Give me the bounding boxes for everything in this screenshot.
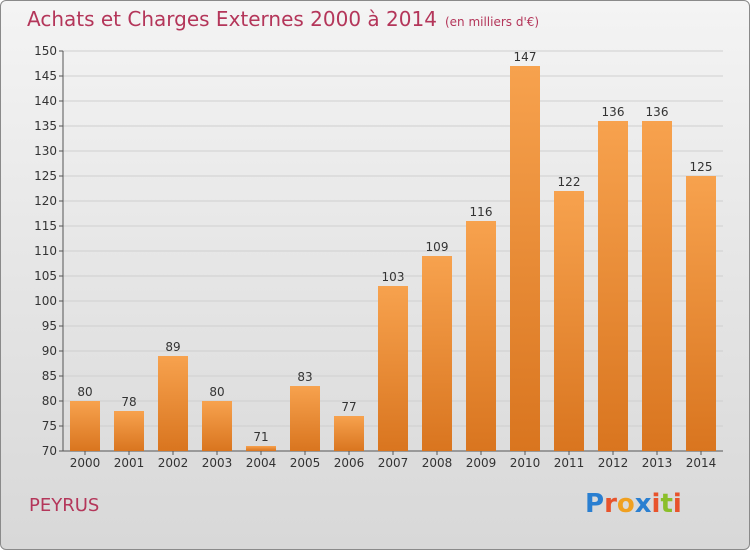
data-label: 136 [602, 105, 625, 119]
data-label: 80 [209, 385, 224, 399]
x-tick-label: 2013 [642, 456, 673, 470]
y-tick-label: 120 [34, 194, 57, 208]
data-label: 103 [382, 270, 405, 284]
x-tick-label: 2006 [334, 456, 365, 470]
y-tick-label: 135 [34, 119, 57, 133]
x-tick-label: 2000 [70, 456, 101, 470]
logo-letter: r [604, 489, 617, 519]
x-tick-label: 2004 [246, 456, 277, 470]
bar [246, 446, 276, 451]
x-tick-label: 2005 [290, 456, 321, 470]
logo-letter: i [651, 489, 661, 519]
bar [422, 256, 452, 451]
logo-letter: o [616, 489, 635, 519]
chart-title: Achats et Charges Externes 2000 à 2014 (e… [27, 7, 539, 31]
logo-letter: t [660, 489, 673, 519]
data-label: 89 [165, 340, 180, 354]
x-tick-label: 2001 [114, 456, 145, 470]
y-tick-label: 100 [34, 294, 57, 308]
proxiti-logo: Proxiti [585, 489, 682, 519]
bar [378, 286, 408, 451]
data-label: 71 [253, 430, 268, 444]
bar [466, 221, 496, 451]
y-tick-label: 115 [34, 219, 57, 233]
data-label: 109 [426, 240, 449, 254]
bar [202, 401, 232, 451]
data-label: 136 [646, 105, 669, 119]
data-label: 125 [690, 160, 713, 174]
x-tick-label: 2009 [466, 456, 497, 470]
bar [114, 411, 144, 451]
x-tick-label: 2002 [158, 456, 189, 470]
data-label: 83 [297, 370, 312, 384]
logo-letter: x [634, 489, 652, 519]
y-tick-label: 145 [34, 69, 57, 83]
y-tick-label: 150 [34, 44, 57, 58]
y-tick-label: 90 [42, 344, 57, 358]
y-tick-label: 140 [34, 94, 57, 108]
data-label: 77 [341, 400, 356, 414]
logo-letter: P [585, 489, 605, 519]
y-tick-label: 105 [34, 269, 57, 283]
x-tick-label: 2008 [422, 456, 453, 470]
y-tick-label: 110 [34, 244, 57, 258]
y-tick-label: 95 [42, 319, 57, 333]
data-label: 147 [514, 50, 537, 64]
x-tick-label: 2003 [202, 456, 233, 470]
x-tick-label: 2014 [686, 456, 717, 470]
bar [290, 386, 320, 451]
x-tick-label: 2011 [554, 456, 585, 470]
y-tick-label: 70 [42, 444, 57, 458]
bar [158, 356, 188, 451]
x-tick-label: 2007 [378, 456, 409, 470]
data-label: 80 [77, 385, 92, 399]
data-label: 78 [121, 395, 136, 409]
chart-subtitle: (en milliers d'€) [444, 15, 540, 29]
bar [334, 416, 364, 451]
data-label: 122 [558, 175, 581, 189]
bar [598, 121, 628, 451]
commune-name: PEYRUS [29, 495, 100, 516]
x-tick-label: 2010 [510, 456, 541, 470]
x-tick-label: 2012 [598, 456, 629, 470]
bar [642, 121, 672, 451]
chart-title-text: Achats et Charges Externes 2000 à 2014 [27, 7, 437, 31]
bars [70, 66, 716, 451]
y-tick-label: 130 [34, 144, 57, 158]
y-tick-label: 125 [34, 169, 57, 183]
bar [70, 401, 100, 451]
bar [686, 176, 716, 451]
data-labels: 80 78 89 80 71 83 77 103 109 116 147 122 136 136 125 [77, 50, 712, 444]
bar [510, 66, 540, 451]
y-tick-label: 80 [42, 394, 57, 408]
y-tick-label: 75 [42, 419, 57, 433]
bar [554, 191, 584, 451]
data-label: 116 [470, 205, 493, 219]
logo-letter: i [672, 489, 682, 519]
y-tick-label: 85 [42, 369, 57, 383]
